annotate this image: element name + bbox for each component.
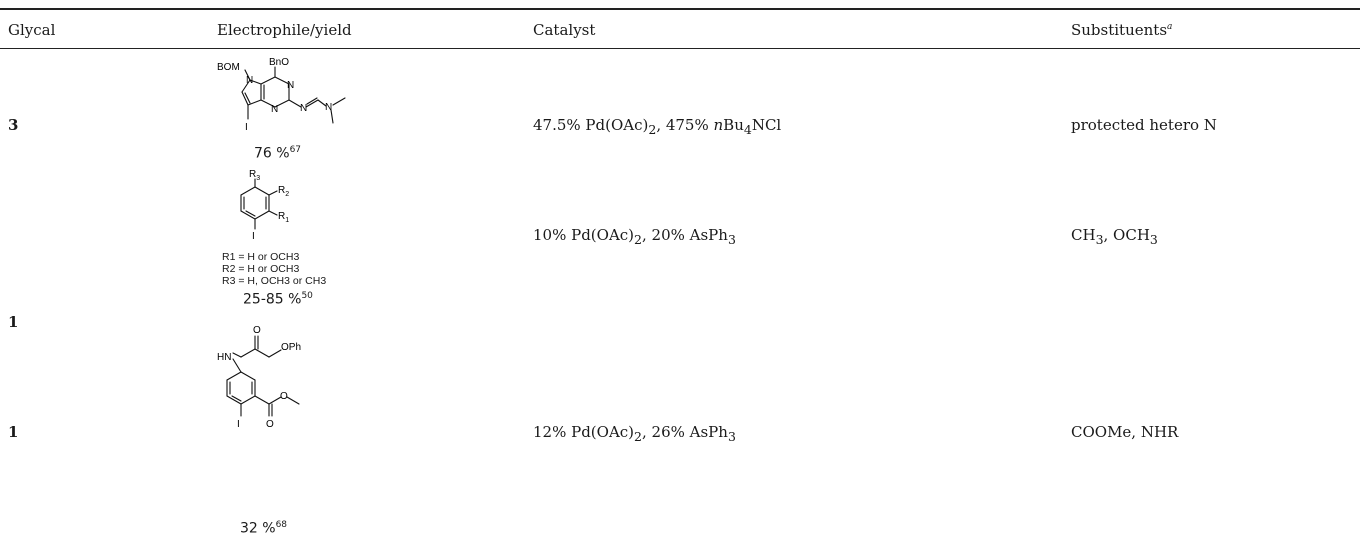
- label-amide-o: O: [253, 325, 261, 336]
- substituents-row-3: COOMe, NHR: [1071, 423, 1179, 441]
- label-r3: R3: [249, 169, 260, 182]
- label-iodo: I: [245, 122, 248, 133]
- header-catalyst: Catalyst: [533, 21, 596, 39]
- yield-row-3: 32 %68: [240, 520, 288, 537]
- label-bom: BOM: [217, 62, 240, 73]
- label-pyrrole-n: N: [246, 75, 253, 86]
- r3-definition: R3 = H, OCH3 or CH3: [222, 275, 327, 287]
- label-carbonyl-o: O: [266, 419, 274, 430]
- structure-amido-iodobenzoate: O HN OPh I O O: [217, 325, 301, 430]
- header-electrophile-yield: Electrophile/yield: [217, 21, 352, 39]
- label-ester-o: O: [280, 391, 288, 402]
- glycal-row-3: 1: [8, 423, 19, 441]
- glycal-row-2: 1: [8, 313, 19, 331]
- label-bno: BnO: [269, 57, 289, 68]
- r1-definition: R1 = H or OCH3: [222, 251, 300, 263]
- footnote-marker: a: [1167, 22, 1173, 32]
- structure-pyrrolopyrimidine: BOM N BnO N N N N I: [217, 57, 346, 133]
- table-header-rule: [0, 48, 1360, 49]
- label-ring-n-upper: N: [287, 80, 294, 91]
- label-oph: OPh: [281, 342, 301, 353]
- glycal-row-1: 3: [8, 116, 19, 134]
- label-iodo: I: [252, 231, 255, 242]
- catalyst-row-3: 12% Pd(OAc)2, 26% AsPh3: [533, 423, 736, 444]
- substituents-row-1: protected hetero N: [1071, 116, 1217, 134]
- header-substituents: Substituentsa: [1071, 21, 1173, 39]
- catalyst-row-1: 47.5% Pd(OAc)2, 475% nBu4NCl: [533, 116, 782, 137]
- table-top-rule: [0, 8, 1360, 10]
- r-group-definitions: R1 = H or OCH3 R2 = H or OCH3 R3 = H, OC…: [222, 251, 326, 287]
- structure-substituted-iodobenzene: R3 R2 R1 I: [240, 169, 289, 242]
- r2-definition: R2 = H or OCH3: [222, 263, 300, 275]
- yield-row-2: 25-85 %50: [243, 291, 313, 308]
- label-hn: HN: [217, 352, 231, 363]
- yield-row-1: 76 %67: [254, 145, 302, 162]
- label-iodo: I: [237, 419, 240, 430]
- header-glycal: Glycal: [8, 21, 56, 39]
- catalyst-row-2: 10% Pd(OAc)2, 20% AsPh3: [533, 226, 736, 247]
- label-r2: R2: [278, 185, 289, 198]
- label-imine-n: N: [300, 103, 307, 114]
- label-r1: R1: [278, 211, 289, 224]
- label-ring-n-lower: N: [271, 104, 278, 115]
- label-amine-n: N: [325, 102, 332, 113]
- substituents-row-2: CH3, OCH3: [1071, 226, 1158, 247]
